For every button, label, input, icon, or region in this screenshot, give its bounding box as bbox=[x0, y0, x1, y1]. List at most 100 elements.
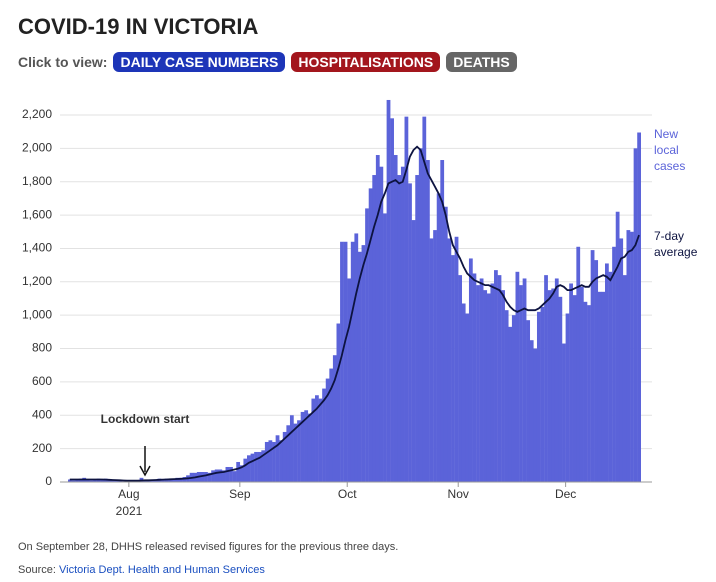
bar bbox=[390, 118, 394, 483]
bar bbox=[340, 241, 344, 482]
bar bbox=[526, 320, 531, 482]
view-button[interactable]: DEATHS bbox=[446, 52, 517, 72]
bar bbox=[583, 301, 588, 482]
bar bbox=[451, 255, 455, 482]
bar bbox=[486, 293, 491, 482]
bar bbox=[443, 206, 448, 483]
y-tick-label: 200 bbox=[32, 441, 52, 455]
x-tick-label: Nov bbox=[448, 487, 469, 501]
bar bbox=[465, 313, 470, 482]
bar bbox=[447, 238, 452, 482]
view-button[interactable]: DAILY CASE NUMBERS bbox=[113, 52, 286, 72]
bar bbox=[318, 398, 323, 482]
bar bbox=[612, 246, 616, 482]
y-tick-label: 1,200 bbox=[22, 274, 52, 288]
annotation-arrowhead bbox=[139, 465, 151, 477]
bar bbox=[597, 291, 602, 482]
bar bbox=[332, 355, 337, 482]
bar bbox=[110, 480, 115, 482]
bar bbox=[529, 340, 534, 482]
bar bbox=[400, 166, 405, 482]
view-selector: Click to view: DAILY CASE NUMBERS HOSPIT… bbox=[18, 52, 517, 72]
bar bbox=[511, 315, 516, 482]
bar bbox=[218, 469, 223, 482]
bar bbox=[458, 275, 462, 482]
bar bbox=[461, 303, 466, 482]
bar bbox=[336, 323, 341, 482]
bar bbox=[393, 155, 398, 482]
bar bbox=[533, 348, 538, 482]
average-line bbox=[69, 145, 640, 482]
bar bbox=[637, 132, 641, 483]
bar bbox=[372, 175, 377, 483]
bar bbox=[508, 326, 513, 482]
bar bbox=[264, 441, 269, 482]
bar bbox=[476, 285, 480, 482]
bar bbox=[236, 461, 241, 482]
bar bbox=[114, 480, 119, 482]
bar bbox=[379, 166, 384, 482]
bar bbox=[436, 193, 441, 482]
bar bbox=[429, 238, 434, 482]
bar bbox=[590, 250, 595, 482]
series-label: New local cases bbox=[654, 127, 686, 173]
bar bbox=[576, 246, 581, 482]
y-tick-label: 1,800 bbox=[22, 174, 52, 188]
bar bbox=[633, 148, 638, 482]
bar bbox=[304, 410, 309, 482]
bar bbox=[293, 423, 298, 482]
bar bbox=[71, 480, 76, 482]
bar bbox=[200, 471, 205, 482]
bar bbox=[551, 288, 556, 482]
bar bbox=[161, 479, 165, 482]
bar bbox=[286, 425, 291, 482]
bar bbox=[522, 278, 527, 482]
bar bbox=[214, 469, 219, 482]
x-tick-label: Aug bbox=[118, 487, 139, 501]
bar bbox=[350, 241, 355, 482]
bar bbox=[243, 458, 248, 482]
bar bbox=[490, 283, 495, 482]
bar bbox=[347, 278, 352, 482]
y-tick-label: 2,000 bbox=[22, 141, 52, 155]
title: COVID-19 IN VICTORIA bbox=[18, 14, 259, 39]
bar bbox=[279, 440, 283, 482]
bar bbox=[608, 271, 613, 482]
bar bbox=[572, 295, 577, 482]
view-button[interactable]: HOSPITALISATIONS bbox=[291, 52, 441, 72]
bar bbox=[404, 116, 409, 482]
bar bbox=[497, 275, 502, 482]
bar bbox=[107, 479, 112, 482]
bar bbox=[540, 306, 545, 482]
bar bbox=[544, 275, 548, 482]
bar bbox=[479, 278, 484, 482]
bar bbox=[375, 155, 380, 482]
bar bbox=[354, 233, 359, 482]
bar bbox=[229, 466, 233, 482]
bar bbox=[225, 466, 230, 482]
source: Source: Victoria Dept. Health and Human … bbox=[18, 564, 265, 576]
bar bbox=[211, 470, 215, 482]
source-link[interactable]: Victoria Dept. Health and Human Services bbox=[58, 564, 265, 576]
bar bbox=[275, 435, 280, 482]
source-label: Source: bbox=[18, 564, 56, 576]
bar bbox=[483, 290, 488, 482]
bar bbox=[204, 471, 208, 482]
bar bbox=[454, 236, 459, 482]
bar bbox=[168, 478, 173, 482]
bar bbox=[272, 441, 276, 482]
y-tick-label: 0 bbox=[45, 474, 52, 488]
y-tick-label: 2,200 bbox=[22, 107, 52, 121]
y-tick-label: 1,600 bbox=[22, 207, 52, 221]
bar bbox=[440, 160, 445, 483]
bar bbox=[329, 368, 334, 482]
bar bbox=[322, 388, 326, 482]
bar bbox=[579, 286, 584, 482]
bar bbox=[504, 310, 509, 482]
bar bbox=[594, 260, 599, 482]
y-tick-label: 1,000 bbox=[22, 307, 52, 321]
bar bbox=[408, 183, 412, 483]
bar bbox=[289, 415, 294, 482]
x-tick-label: Dec bbox=[555, 487, 576, 501]
